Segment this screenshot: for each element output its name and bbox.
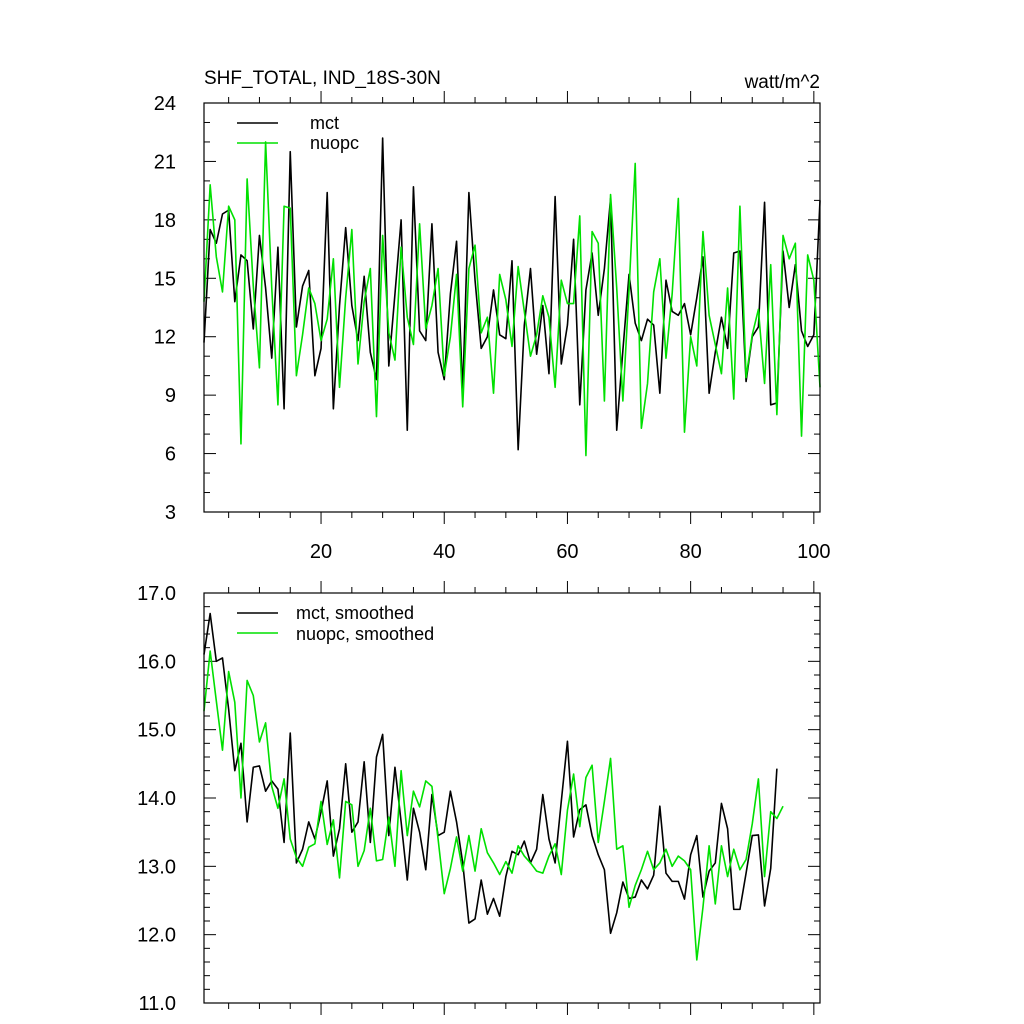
legend-label-nuopc: nuopc [310, 133, 359, 153]
x-tick-label: 100 [797, 541, 830, 563]
y-tick-label: 11.0 [139, 993, 176, 1015]
bottom-series-lines [203, 612, 784, 961]
series-line-nuopc-smoothed [203, 650, 784, 961]
y-tick-label: 6 [165, 444, 176, 466]
y-tick-label: 15.0 [137, 720, 176, 742]
y-tick-label: 9 [165, 385, 176, 407]
top-series-lines [203, 137, 821, 457]
bottom-axis-ticks: 11.0 12.0 13.0 14.0 15.0 16.0 17.0 [137, 581, 820, 1015]
y-tick-label: 16.0 [137, 651, 176, 673]
y-tick-label: 17.0 [137, 583, 176, 605]
legend-label-mct: mct [310, 113, 339, 133]
series-line-nuopc [203, 141, 821, 457]
bottom-plot-frame [203, 592, 821, 1004]
y-tick-label: 12 [154, 327, 176, 349]
top-legend: mct nuopc [237, 113, 359, 153]
x-tick-label: 80 [680, 541, 702, 563]
y-tick-label: 14.0 [137, 788, 176, 810]
bottom-panel: 11.0 12.0 13.0 14.0 15.0 16.0 17.0 mct, smooth… [137, 581, 821, 1015]
legend-label-mct-smoothed: mct, smoothed [296, 603, 414, 623]
top-axis-ticks: 3 6 9 12 15 18 21 24 20 40 60 80 100 [154, 91, 831, 563]
y-tick-label: 18 [154, 210, 176, 232]
top-panel: SHF_TOTAL, IND_18S-30N watt/m^2 3 6 9 12 15 1… [154, 68, 831, 563]
y-tick-label: 15 [154, 268, 176, 290]
y-tick-label: 12.0 [137, 925, 176, 947]
y-tick-label: 3 [165, 502, 176, 524]
y-tick-label: 13.0 [137, 856, 176, 878]
series-line-mct-smoothed [203, 612, 778, 935]
legend-label-nuopc-smoothed: nuopc, smoothed [296, 624, 434, 644]
x-tick-label: 20 [310, 541, 332, 563]
chart-title: SHF_TOTAL, IND_18S-30N [204, 68, 441, 89]
units-label: watt/m^2 [744, 72, 820, 93]
y-tick-label: 24 [154, 93, 176, 115]
x-tick-label: 60 [556, 541, 578, 563]
y-tick-label: 21 [154, 151, 176, 173]
bottom-legend: mct, smoothed nuopc, smoothed [237, 603, 434, 644]
series-line-mct [203, 137, 821, 451]
x-tick-label: 40 [433, 541, 455, 563]
top-plot-frame [203, 102, 821, 513]
